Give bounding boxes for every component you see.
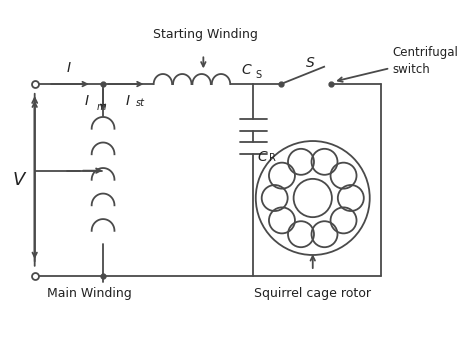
Text: I: I xyxy=(84,94,89,108)
Text: C: C xyxy=(241,63,251,77)
Text: I: I xyxy=(67,61,71,75)
Text: S: S xyxy=(256,70,262,80)
Text: R: R xyxy=(269,153,276,163)
Text: Starting Winding: Starting Winding xyxy=(153,28,258,41)
Text: S: S xyxy=(306,56,315,70)
Text: st: st xyxy=(136,98,145,108)
Text: m: m xyxy=(96,102,106,112)
Text: Centrifugal: Centrifugal xyxy=(392,46,458,59)
Text: switch: switch xyxy=(392,63,430,76)
Text: Main Winding: Main Winding xyxy=(47,287,132,300)
Text: I: I xyxy=(126,94,130,108)
Text: C: C xyxy=(257,150,267,164)
Text: Squirrel cage rotor: Squirrel cage rotor xyxy=(254,287,371,300)
Text: V: V xyxy=(12,171,25,189)
